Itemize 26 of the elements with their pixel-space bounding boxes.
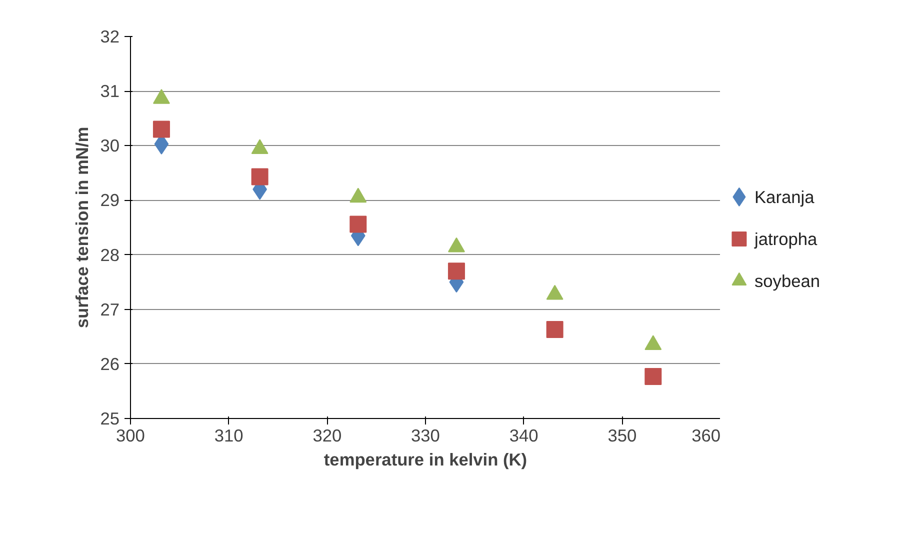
x-tick-label: 360 (692, 426, 721, 446)
y-tick-label: 29 (100, 190, 120, 210)
x-axis-title: temperature in kelvin (K) (324, 450, 528, 470)
point (644, 368, 662, 385)
y-tick-label: 31 (100, 81, 120, 102)
y-tick-label: 26 (100, 354, 120, 374)
y-tick-label: 27 (100, 299, 120, 320)
y-tick-label: 30 (100, 136, 120, 156)
legend-label: Karanja (754, 186, 815, 207)
point (448, 262, 465, 280)
x-tick-label: 300 (116, 426, 145, 446)
point (152, 120, 170, 138)
y-tick-label: 32 (100, 26, 120, 46)
x-tick-label: 350 (608, 426, 637, 446)
legend-label: jatropha (754, 228, 818, 249)
point (546, 321, 564, 338)
x-tick-label: 340 (509, 426, 538, 446)
y-tick-label: 25 (100, 408, 120, 428)
point (251, 168, 268, 186)
point (350, 216, 367, 233)
y-axis-title: surface tension in mN/m (72, 126, 92, 328)
x-tick-label: 310 (214, 426, 244, 446)
legend-label: soybean (754, 270, 820, 291)
x-tick-label: 330 (411, 426, 440, 446)
y-tick-label: 28 (100, 244, 120, 265)
x-tick-label: 320 (312, 426, 342, 446)
